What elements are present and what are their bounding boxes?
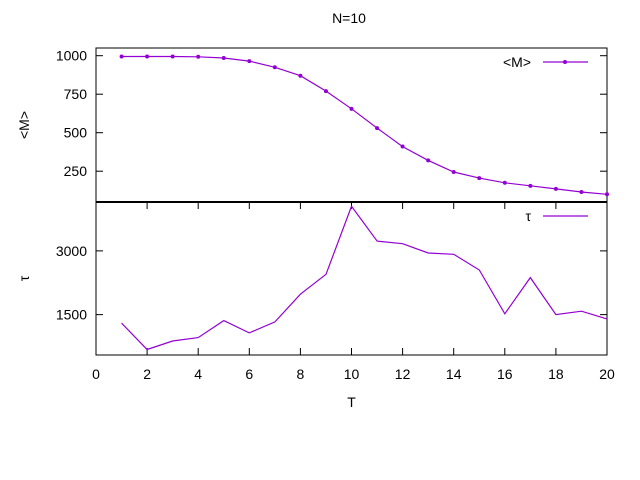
y-tick-label: 500 [64, 125, 88, 141]
x-tick-label: 10 [344, 366, 360, 382]
series-line-1-0 [121, 205, 608, 351]
y-tick-label: 1500 [56, 307, 87, 323]
data-point [528, 183, 533, 188]
data-point [247, 59, 252, 64]
data-point [196, 54, 201, 59]
x-axis-label: T [347, 394, 356, 410]
data-point [170, 54, 175, 59]
data-point [298, 73, 303, 78]
series-line-0-0 [121, 55, 608, 195]
data-point [221, 56, 226, 61]
legend-label: <M> [503, 54, 531, 70]
data-point [119, 54, 124, 59]
data-point [145, 54, 150, 59]
legend-marker [563, 60, 567, 64]
data-point [553, 186, 558, 191]
data-point [502, 180, 507, 185]
y-tick-label: 1000 [56, 48, 87, 64]
legend-label: τ [525, 208, 531, 224]
x-tick-label: 6 [245, 366, 253, 382]
y-tick-label: 3000 [56, 243, 87, 259]
data-point [400, 144, 405, 149]
data-point [605, 192, 609, 197]
panel-1: 1500 3000 0 2 4 6 8 10 12 14 16 18 20 τ Tτ [16, 201, 615, 410]
x-tick-label: 8 [297, 366, 305, 382]
data-point [375, 126, 380, 131]
data-point [323, 89, 328, 94]
data-point [579, 189, 584, 194]
data-point [272, 65, 277, 70]
x-tick-label: 0 [92, 366, 100, 382]
y-axis-label: τ [16, 275, 32, 281]
x-tick-label: 14 [446, 366, 462, 382]
x-tick-label: 4 [194, 366, 202, 382]
data-point [426, 158, 431, 163]
chart-title: N=10 [332, 10, 366, 26]
plot-frame-0 [95, 47, 608, 203]
x-tick-label: 2 [143, 366, 151, 382]
x-tick-label: 18 [548, 366, 564, 382]
panel-0: 250 500 750 1000 <M> <M> [16, 47, 609, 203]
y-axis-label: <M> [16, 111, 32, 139]
chart-panels: 250 500 750 1000 <M> <M> 1500 3000 0 2 4 6 8 10 12 14 16… [16, 47, 615, 410]
y-tick-label: 250 [64, 163, 88, 179]
data-point [451, 169, 456, 174]
data-point [349, 106, 354, 111]
x-tick-label: 20 [599, 366, 615, 382]
x-tick-label: 12 [395, 366, 411, 382]
y-tick-label: 750 [64, 86, 88, 102]
x-tick-label: 16 [497, 366, 513, 382]
data-point [477, 176, 482, 181]
